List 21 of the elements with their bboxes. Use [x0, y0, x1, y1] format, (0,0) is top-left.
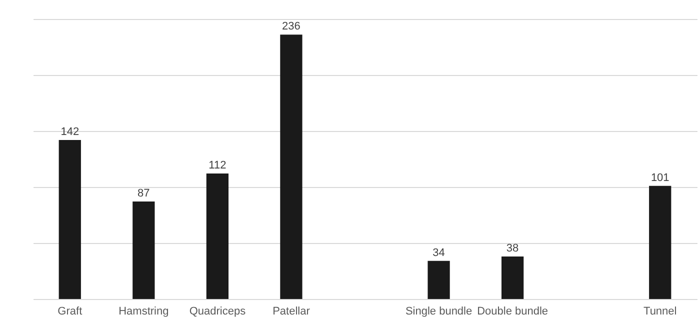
data-label: 34	[432, 246, 445, 259]
x-tick-label: Double bundle	[477, 306, 548, 318]
bar	[206, 174, 229, 299]
data-label: 87	[138, 188, 150, 200]
data-label: 142	[60, 126, 80, 138]
data-label: 38	[506, 242, 519, 254]
x-tick-label: Tunnel	[643, 306, 677, 318]
data-label: 101	[650, 172, 670, 184]
bar	[501, 256, 524, 299]
x-tick-label: Hamstring	[118, 306, 169, 318]
data-label: 236	[282, 20, 300, 33]
x-tick-label: Quadriceps	[189, 306, 246, 318]
x-tick-label: Single bundle	[405, 306, 472, 318]
bar	[428, 260, 450, 299]
data-label: 112	[208, 160, 226, 172]
bar	[132, 202, 155, 299]
x-tick-label: Patellar	[272, 306, 310, 318]
bar	[280, 34, 302, 299]
x-tick-label: Graft	[58, 306, 82, 318]
bar	[649, 186, 672, 299]
bar	[58, 140, 81, 299]
